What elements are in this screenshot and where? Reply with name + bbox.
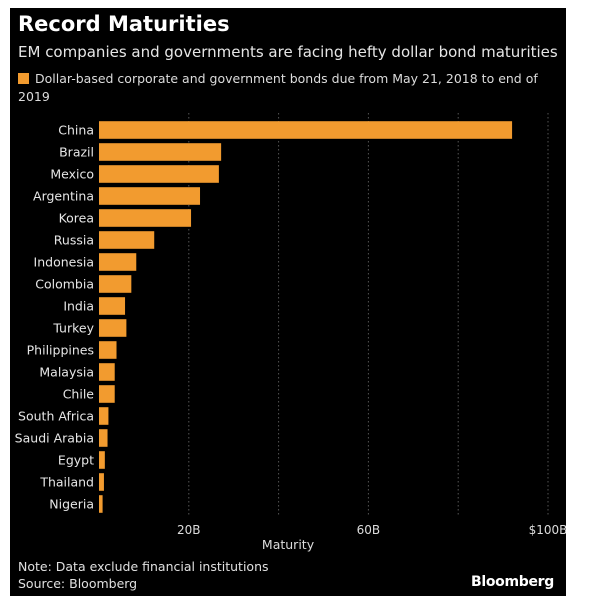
bar — [99, 319, 127, 337]
grid-layer — [188, 113, 549, 517]
category-label: Philippines — [27, 343, 94, 358]
category-label: Indonesia — [34, 255, 94, 270]
chart-panel: Record Maturities EM companies and gover… — [10, 8, 566, 596]
bar — [99, 275, 132, 293]
x-axis-label: Maturity — [262, 537, 315, 552]
category-label: Chile — [63, 387, 95, 402]
category-label: Egypt — [58, 453, 94, 468]
bar — [99, 341, 117, 359]
bloomberg-logo: Bloomberg — [470, 574, 554, 590]
bar — [99, 253, 137, 271]
category-label: Colombia — [35, 277, 94, 292]
bar — [99, 187, 201, 205]
bar — [99, 495, 103, 513]
category-label: Nigeria — [49, 497, 94, 512]
chart-subtitle: EM companies and governments are facing … — [18, 43, 558, 61]
category-label: Korea — [59, 211, 94, 226]
x-tick-label: $100B — [529, 523, 566, 537]
bar — [99, 385, 115, 403]
category-label: China — [58, 123, 94, 138]
bar — [99, 297, 126, 315]
category-label: Russia — [54, 233, 94, 248]
category-label: Saudi Arabia — [15, 431, 94, 446]
bar — [99, 473, 104, 491]
bar-layer — [99, 121, 513, 513]
legend: Dollar-based corporate and government bo… — [18, 70, 538, 106]
bar — [99, 451, 105, 469]
bar — [99, 231, 155, 249]
category-label: Malaysia — [39, 365, 94, 380]
bar — [99, 209, 192, 227]
note-text: Note: Data exclude financial institution… — [18, 559, 269, 574]
chart-title: Record Maturities — [18, 12, 230, 36]
bar — [99, 407, 109, 425]
bar-chart: China Brazil Mexico Argentina Korea Russia Ind… — [15, 113, 566, 552]
x-tick-label: 20B — [177, 523, 201, 537]
legend-label: Dollar-based corporate and government bo… — [18, 71, 538, 104]
category-label: Argentina — [33, 189, 94, 204]
footnote: Note: Data exclude financial institution… — [18, 558, 269, 592]
bar — [99, 165, 219, 183]
category-label-layer: China Brazil Mexico Argentina Korea Russia Ind… — [15, 123, 95, 512]
category-label: Mexico — [50, 167, 94, 182]
bar — [99, 121, 513, 139]
category-label: South Africa — [18, 409, 94, 424]
bar — [99, 429, 108, 447]
category-label: Turkey — [52, 321, 94, 336]
bar — [99, 143, 222, 161]
legend-swatch — [18, 73, 29, 84]
category-label: Brazil — [59, 145, 94, 160]
tick-label-layer: 20B 60B $100B — [177, 523, 566, 537]
category-label: India — [63, 299, 94, 314]
x-tick-label: 60B — [357, 523, 381, 537]
bar — [99, 363, 115, 381]
source-text: Source: Bloomberg — [18, 576, 138, 591]
category-label: Thailand — [39, 475, 94, 490]
